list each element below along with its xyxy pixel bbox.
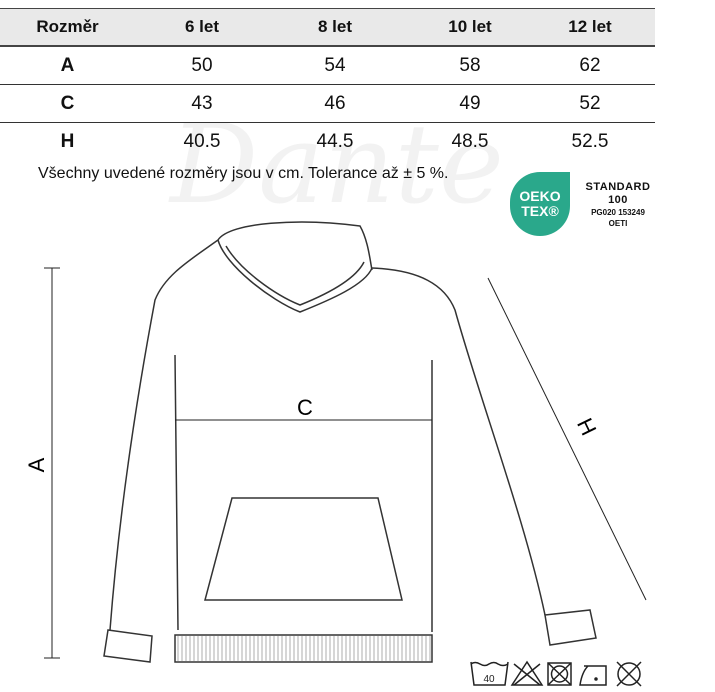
wash-40-icon [470,661,509,686]
label-a: A [24,457,49,472]
no-tumble-dry-icon [547,662,572,686]
tex-text: TEX® [521,203,559,219]
table-cell: 58 [459,54,481,76]
header-cell: 12 let [568,17,612,36]
measurement-lines [44,267,647,659]
oeko-text: OEKO [519,188,561,204]
table-cell: 52.5 [571,130,609,152]
table-row: A 50 54 58 62 [0,47,655,85]
header-cell: Rozměr [36,17,99,36]
no-bleach-icon [510,660,544,686]
oeko-tex-logo: OEKO TEX® [510,172,570,236]
standard-number: 100 [608,194,628,206]
label-h: H [572,414,601,439]
oeko-tex-badge: OEKO TEX® [510,172,570,236]
size-table: Rozměr 6 let 8 let 10 let 12 let A 50 54… [0,8,655,160]
dimension-h-line [487,277,647,601]
table-cell: 50 [191,54,213,76]
header-cell: 8 let [317,17,353,36]
row-label: A [60,54,75,76]
table-row: H 40.5 44.5 48.5 52.5 [0,123,655,160]
table-cell: 43 [191,92,213,114]
hoodie-outline [103,221,597,663]
table-cell: 49 [459,92,481,114]
label-c: C [297,395,313,420]
standard-label: STANDARD [585,181,651,193]
oeko-standard: STANDARD 100 PG020 153249 OETI [578,181,658,229]
wash-temp: 40 [483,674,495,685]
row-label: C [60,92,75,114]
header-cell: 10 let [448,17,492,36]
care-symbols: 40 [470,660,642,687]
table-cell: 54 [324,54,346,76]
no-dry-clean-icon [616,661,642,687]
ribbing [177,636,431,661]
table-cell: 48.5 [451,130,489,152]
tolerance-note: Všechny uvedené rozměry jsou v cm. Toler… [38,165,449,182]
table-row: C 43 46 49 52 [0,85,655,123]
table-cell: 40.5 [183,130,221,152]
iron-low-icon [579,665,607,686]
row-label: H [60,130,75,152]
table-cell: 44.5 [316,130,354,152]
header-cell: 6 let [184,17,220,36]
table-header: Rozměr 6 let 8 let 10 let 12 let [0,8,655,47]
watermark-logo: Dante [170,100,504,228]
table-cell: 62 [579,54,601,76]
table-cell: 46 [324,92,346,114]
certificate-number: PG020 153249 [591,208,645,217]
table-cell: 52 [579,92,601,114]
institute-name: OETI [608,219,628,228]
